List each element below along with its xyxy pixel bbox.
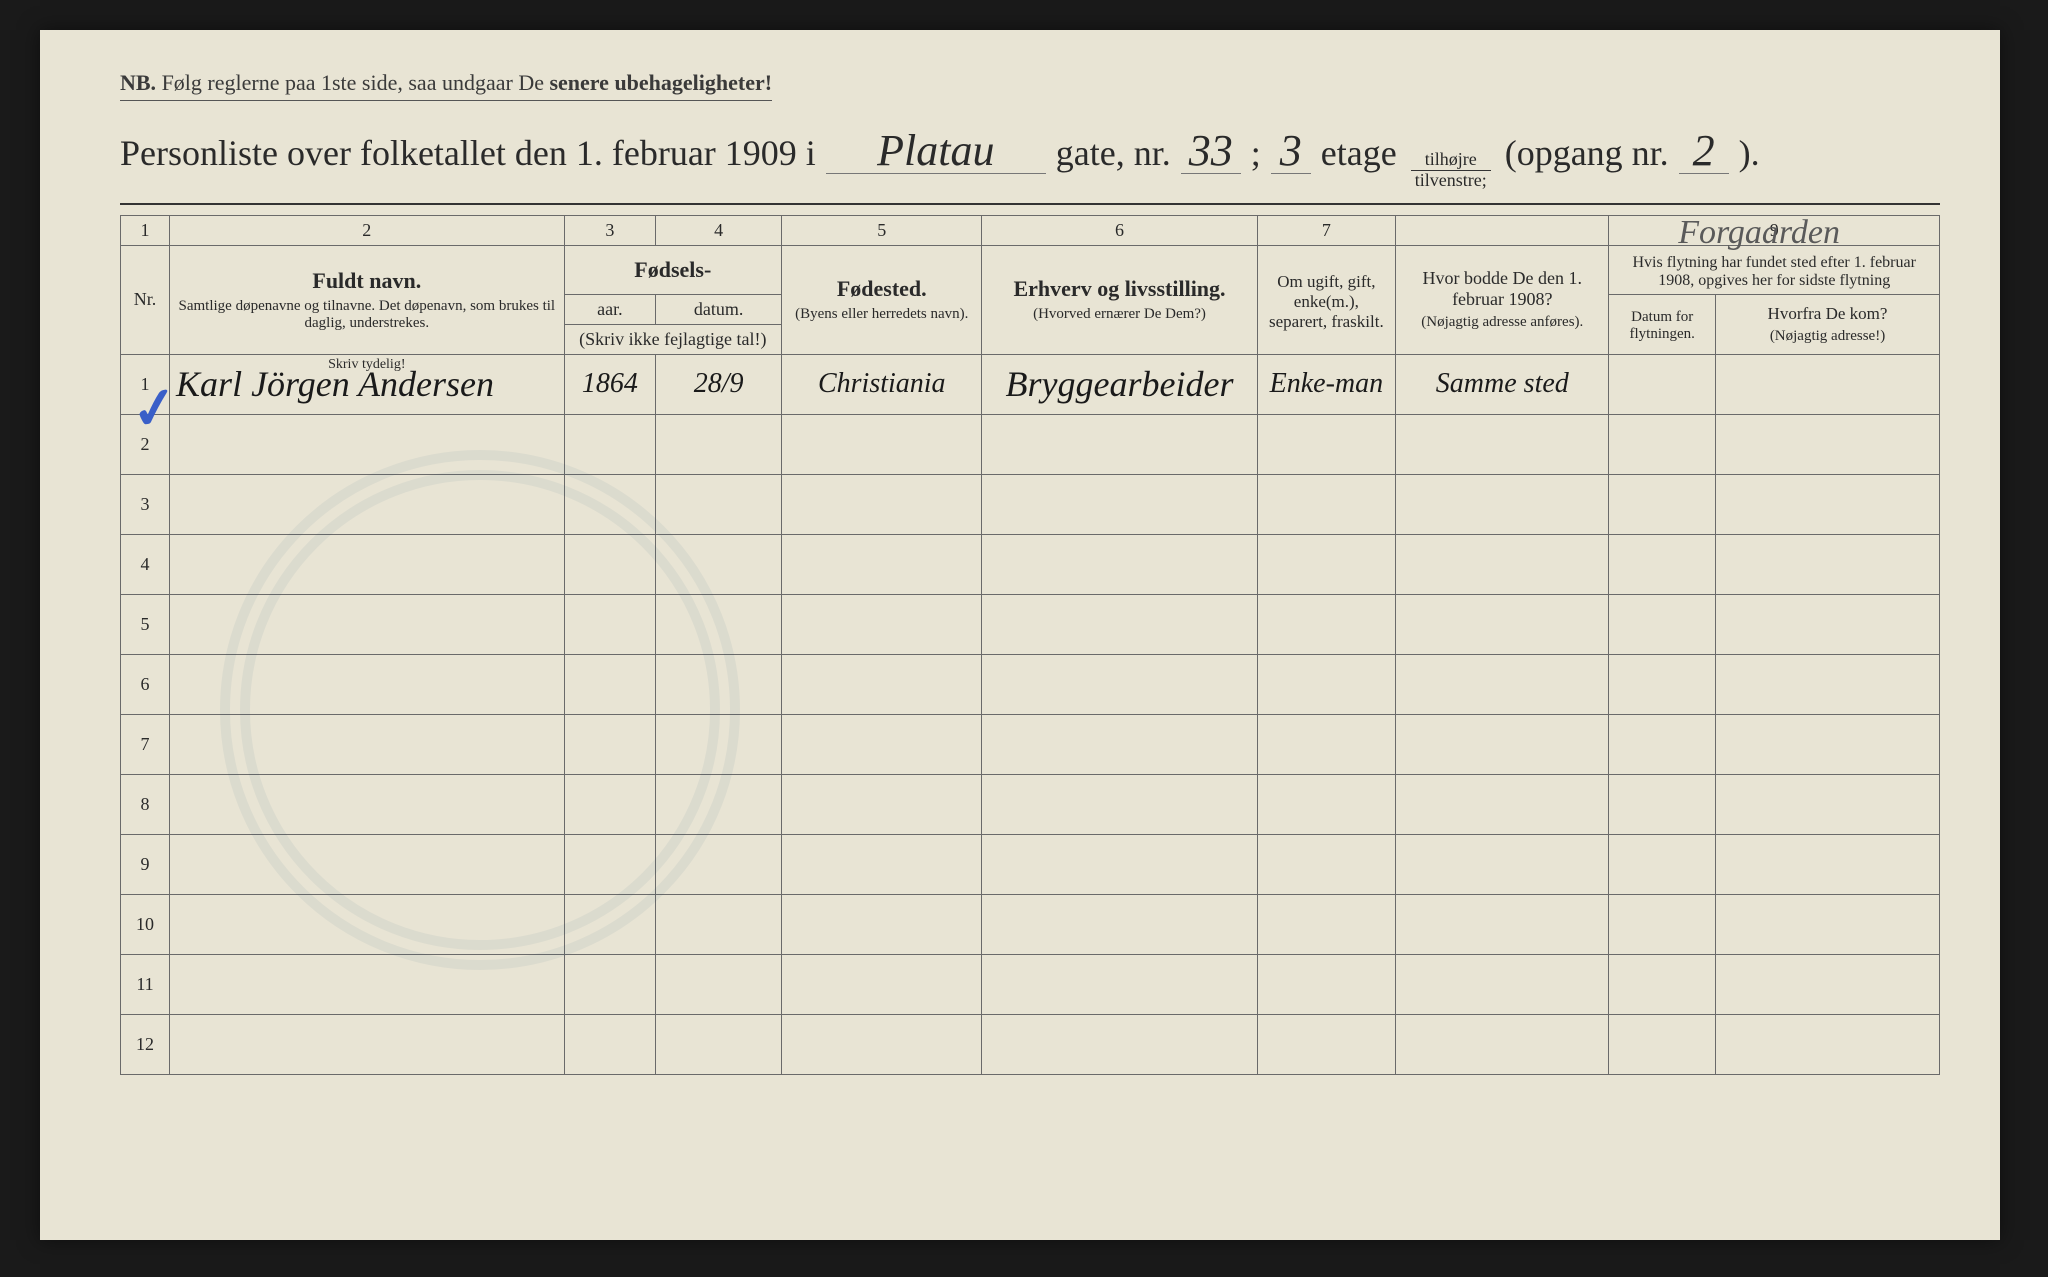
opgang-close: ). <box>1739 132 1760 174</box>
skriv-tydelig-note: Skriv tydelig! <box>328 357 405 373</box>
colnum: 1 <box>121 215 170 245</box>
row-number: 3 <box>121 474 170 534</box>
colnum: 3 <box>564 215 656 245</box>
header-prev-addr-sub: (Nøjagtig adresse anføres). <box>1402 314 1602 331</box>
etage-number-handwritten: 3 <box>1271 129 1311 174</box>
cell-date: 28/9 <box>656 354 782 414</box>
nb-instruction: NB. Følg reglerne paa 1ste side, saa und… <box>120 70 772 101</box>
header-name-sub: Samtlige døpenavne og tilnavne. Det døpe… <box>176 298 558 332</box>
cell-year: 1864 <box>564 354 656 414</box>
header-flyt-top: Hvis flytning har fundet sted efter 1. f… <box>1609 245 1940 294</box>
street-name-handwritten: Platau <box>826 129 1046 174</box>
date-handwritten: 28/9 <box>694 368 744 399</box>
colnum: 5 <box>782 215 982 245</box>
cell-birthplace: Christiania <box>782 354 982 414</box>
row-number: 10 <box>121 894 170 954</box>
nb-text: Følg reglerne paa 1ste side, saa undgaar… <box>162 70 550 95</box>
gate-label: gate, nr. <box>1056 132 1171 174</box>
header-name-main: Fuldt navn. <box>312 268 421 293</box>
cell-marital: Enke-man <box>1257 354 1396 414</box>
header-birthplace-main: Fødested. <box>837 276 927 301</box>
header-marital-text: Om ugift, gift, enke(m.), separert, fras… <box>1264 272 1390 332</box>
gate-number-handwritten: 33 <box>1181 129 1241 174</box>
etage-label: etage <box>1321 132 1397 174</box>
header-occupation-main: Erhverv og livsstilling. <box>1013 276 1225 301</box>
header-row-1: Nr. Fuldt navn. Samtlige døpenavne og ti… <box>121 245 1940 294</box>
colnum <box>1396 215 1609 245</box>
row-number: 11 <box>121 954 170 1014</box>
cell-name: Skriv tydelig! Karl Jörgen Andersen <box>170 354 565 414</box>
opgang-number-handwritten: 2 <box>1679 129 1729 174</box>
row-number: 8 <box>121 774 170 834</box>
row-number: 7 <box>121 714 170 774</box>
top-annotation-handwritten: Forgaarden <box>1678 214 1840 252</box>
embossed-stamp <box>220 450 740 970</box>
row-number: 9 <box>121 834 170 894</box>
occupation-handwritten: Bryggearbeider <box>1006 364 1234 404</box>
column-number-row: 1 2 3 4 5 6 7 9 <box>121 215 1940 245</box>
header-year: aar. <box>564 294 656 324</box>
fraction-bot: tilvenstre; <box>1411 171 1491 191</box>
table-row: 12 <box>121 1014 1940 1074</box>
header-marital: Om ugift, gift, enke(m.), separert, fras… <box>1257 245 1396 354</box>
row-number: 4 <box>121 534 170 594</box>
year-handwritten: 1864 <box>582 368 638 399</box>
opgang-label: (opgang nr. <box>1505 132 1669 174</box>
cell-flyt-from <box>1716 354 1940 414</box>
header-name: Fuldt navn. Samtlige døpenavne og tilnav… <box>170 245 565 354</box>
census-page: NB. Følg reglerne paa 1ste side, saa und… <box>40 30 2000 1240</box>
cell-flyt-date <box>1609 354 1716 414</box>
header-birthplace-sub: (Byens eller herredets navn). <box>788 306 975 323</box>
header-occupation-sub: (Hvorved ernærer De Dem?) <box>988 306 1250 323</box>
header-flyt-from-main: Hvorfra De kom? <box>1768 304 1888 323</box>
semicolon: ; <box>1251 132 1261 174</box>
table-row: 11 <box>121 954 1940 1014</box>
side-fraction: tilhøjre tilvenstre; <box>1411 150 1491 191</box>
header-prev-addr-main: Hvor bodde De den 1. februar 1908? <box>1423 268 1582 309</box>
header-nr: Nr. <box>121 245 170 354</box>
header-flyt-from-sub: (Nøjagtig adresse!) <box>1722 328 1933 345</box>
birthplace-handwritten: Christiania <box>818 368 946 399</box>
header-date: datum. <box>656 294 782 324</box>
header-fodsels: Fødsels- <box>564 245 782 294</box>
title-lead: Personliste over folketallet den 1. febr… <box>120 132 816 174</box>
marital-handwritten: Enke-man <box>1270 368 1384 399</box>
table-row: 1 Skriv tydelig! Karl Jörgen Andersen 18… <box>121 354 1940 414</box>
title-line: Personliste over folketallet den 1. febr… <box>120 129 1940 205</box>
header-birthplace: Fødested. (Byens eller herredets navn). <box>782 245 982 354</box>
header-fodsels-text: Fødsels- <box>634 257 711 282</box>
cell-occupation: Bryggearbeider <box>982 354 1257 414</box>
header-fodsels-note: (Skriv ikke fejlagtige tal!) <box>564 324 782 354</box>
header-flyt-date-text: Datum for flytningen. <box>1615 309 1709 343</box>
header-flyt-date: Datum for flytningen. <box>1609 294 1716 354</box>
header-prev-addr: Hvor bodde De den 1. februar 1908? (Nøja… <box>1396 245 1609 354</box>
nb-emph: senere ubehageligheter! <box>549 70 772 95</box>
row-number: 12 <box>121 1014 170 1074</box>
row-number: 6 <box>121 654 170 714</box>
header-flyt-top-text: Hvis flytning har fundet sted efter 1. f… <box>1615 254 1933 290</box>
header-occupation: Erhverv og livsstilling. (Hvorved ernære… <box>982 245 1257 354</box>
fraction-top: tilhøjre <box>1411 150 1491 171</box>
colnum: 2 <box>170 215 565 245</box>
prev-addr-handwritten: Samme sted <box>1436 368 1569 399</box>
row-number: 5 <box>121 594 170 654</box>
colnum: 7 <box>1257 215 1396 245</box>
colnum: 4 <box>656 215 782 245</box>
cell-prev-addr: Samme sted <box>1396 354 1609 414</box>
nb-prefix: NB. <box>120 70 156 95</box>
colnum: 6 <box>982 215 1257 245</box>
blue-check-mark-icon: ✓ <box>127 373 173 424</box>
header-flyt-from: Hvorfra De kom? (Nøjagtig adresse!) <box>1716 294 1940 354</box>
